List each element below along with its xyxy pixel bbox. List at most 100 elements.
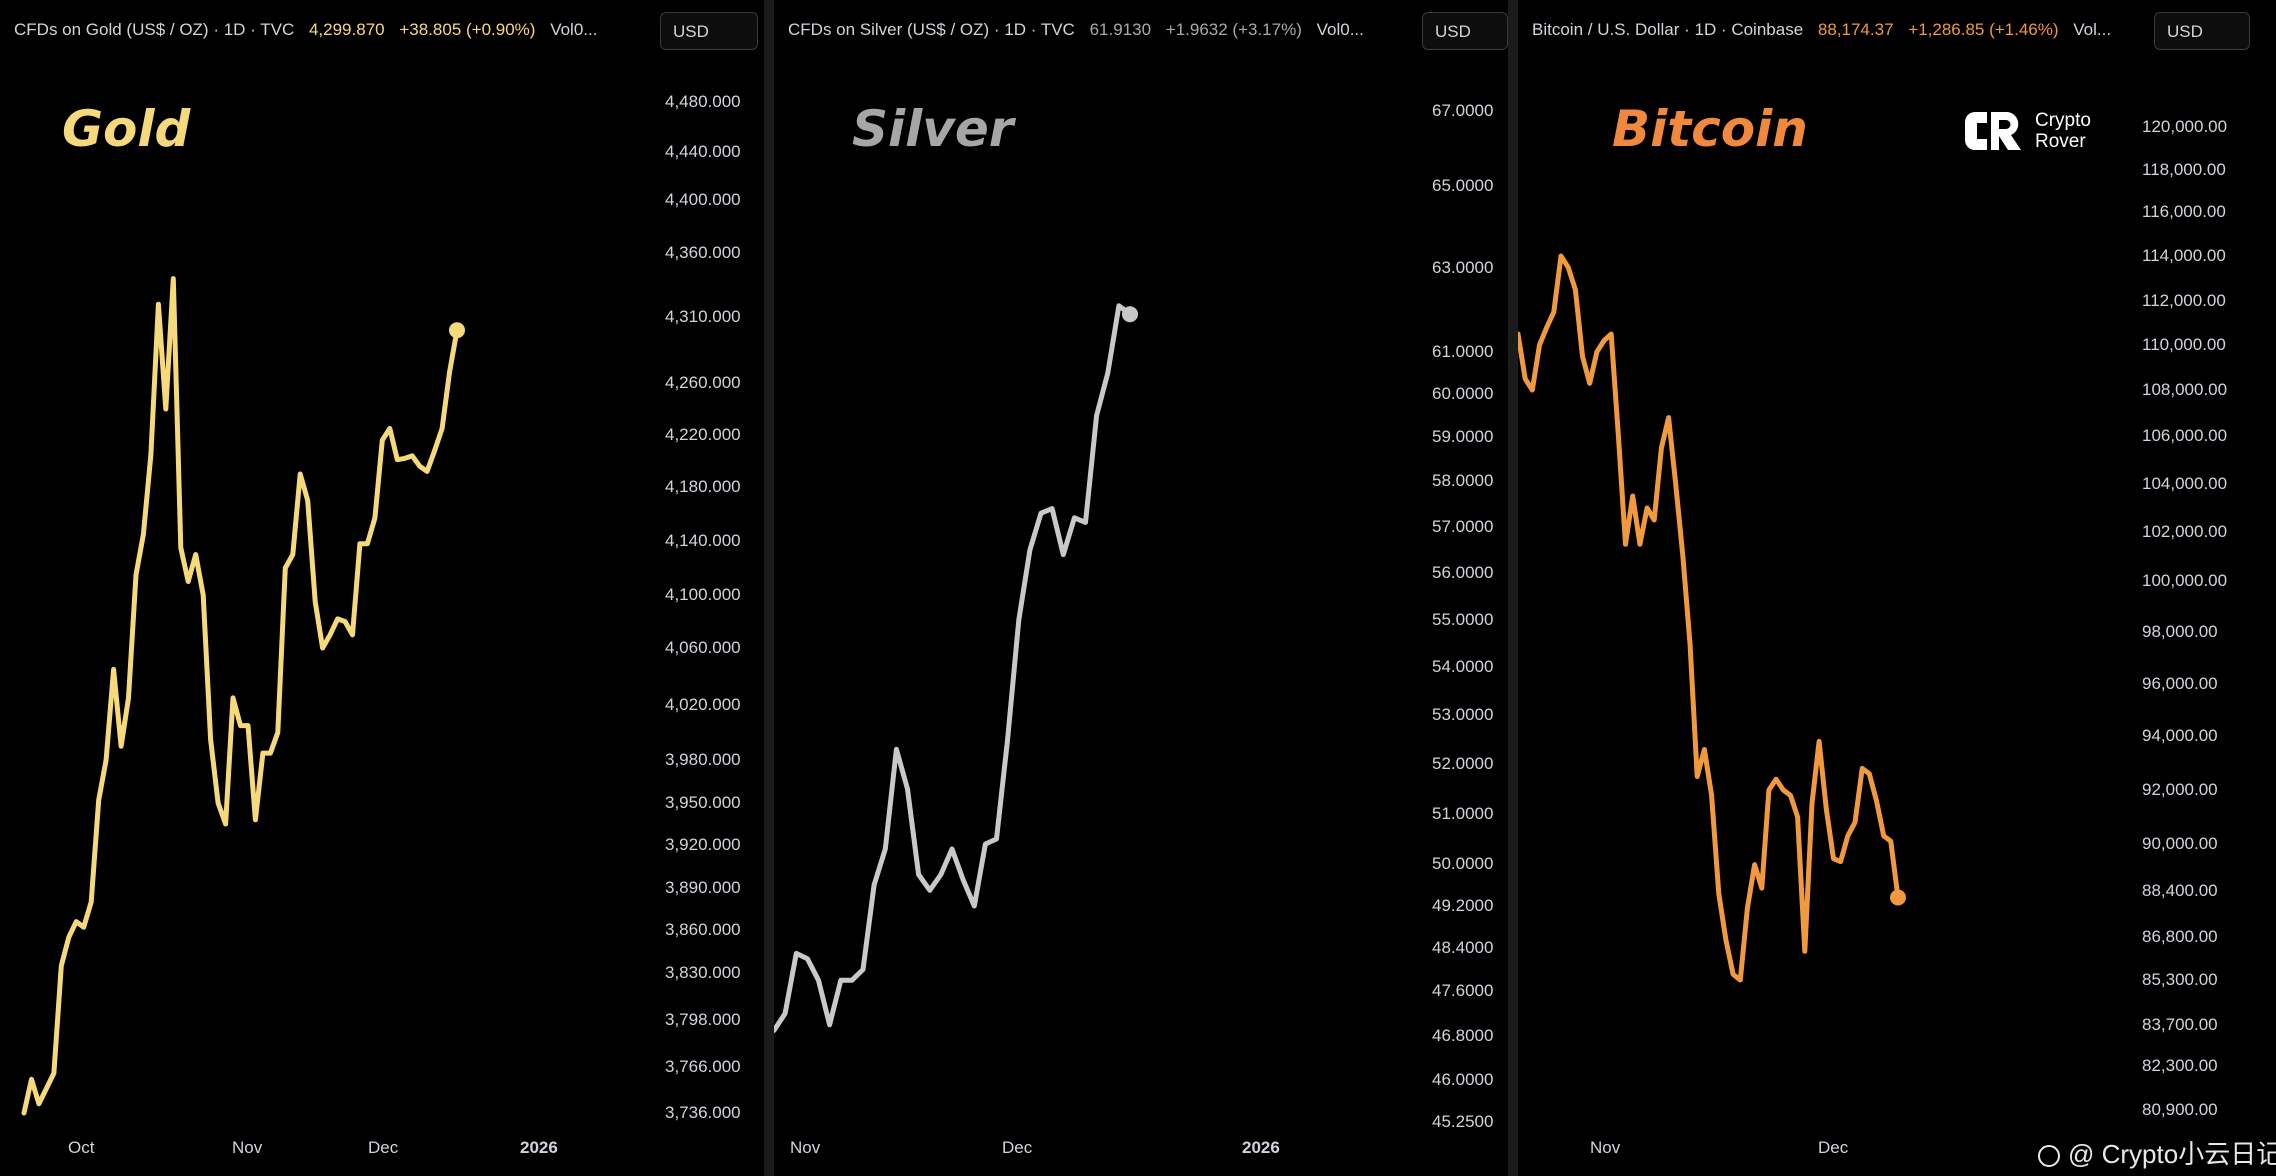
- gold-y-tick-label: 4,260.000: [665, 373, 741, 392]
- silver-currency-button[interactable]: USD: [1422, 12, 1508, 50]
- silver-y-tick-label: 54.0000: [1432, 657, 1494, 676]
- gold-x-tick-label: Dec: [368, 1138, 399, 1157]
- gold-y-tick-label: 4,440.000: [665, 142, 741, 161]
- watermark: @ Crypto小云日记: [2038, 1134, 2276, 1171]
- bitcoin-y-tick-label: 98,000.00: [2142, 622, 2218, 641]
- gold-y-tick-label: 3,736.000: [665, 1103, 741, 1122]
- silver-y-tick-label: 48.4000: [1432, 938, 1494, 957]
- silver-y-tick-label: 59.0000: [1432, 427, 1494, 446]
- silver-header-title: CFDs on Silver (US$ / OZ) · 1D · TVC: [788, 20, 1075, 39]
- bitcoin-panel: Bitcoin / U.S. Dollar · 1D · Coinbase 88…: [1518, 0, 2276, 1176]
- bitcoin-y-tick-label: 90,000.00: [2142, 834, 2218, 853]
- bitcoin-header-value: 88,174.37: [1817, 20, 1894, 39]
- silver-y-tick-label: 65.0000: [1432, 176, 1494, 195]
- bitcoin-big-label: Bitcoin: [1612, 100, 1808, 158]
- gold-y-tick-label: 3,860.000: [665, 920, 741, 939]
- silver-y-tick-label: 53.0000: [1432, 705, 1494, 724]
- silver-x-tick-label: Nov: [790, 1138, 821, 1157]
- bitcoin-y-tick-label: 112,000.00: [2142, 291, 2226, 310]
- watermark-logo-icon: [2038, 1145, 2060, 1168]
- bitcoin-y-tick-label: 96,000.00: [2142, 674, 2218, 693]
- bitcoin-last-price-dot: [1890, 889, 1906, 906]
- bitcoin-x-tick-label: Dec: [1818, 1138, 1849, 1157]
- gold-y-tick-label: 3,798.000: [665, 1010, 741, 1029]
- silver-y-tick-label: 55.0000: [1432, 610, 1494, 629]
- gold-y-tick-label: 4,480.000: [665, 92, 741, 111]
- gold-header: CFDs on Gold (US$ / OZ) · 1D · TVC 4,299…: [14, 20, 597, 40]
- silver-y-tick-label: 46.8000: [1432, 1026, 1494, 1045]
- crypto-rover-logo-text: Crypto Rover: [2035, 110, 2091, 152]
- gold-y-tick-label: 3,766.000: [665, 1057, 741, 1076]
- bitcoin-header-vol: Vol...: [2073, 20, 2112, 39]
- gold-last-price-dot: [449, 322, 465, 339]
- silver-y-tick-label: 61.0000: [1432, 342, 1494, 361]
- gold-line-chart: [21, 276, 465, 1116]
- silver-y-tick-label: 57.0000: [1432, 517, 1494, 536]
- bitcoin-y-tick-label: 102,000.00: [2142, 522, 2228, 541]
- silver-y-tick-label: 47.6000: [1432, 981, 1494, 1000]
- silver-y-tick-label: 60.0000: [1432, 384, 1494, 403]
- silver-header-value: 61.9130: [1089, 20, 1152, 39]
- gold-y-tick-label: 4,220.000: [665, 425, 741, 444]
- gold-y-tick-label: 3,920.000: [665, 835, 741, 854]
- silver-series-line: [774, 303, 1133, 1033]
- bitcoin-y-tick-label: 86,800.00: [2142, 927, 2218, 946]
- gold-header-title: CFDs on Gold (US$ / OZ) · 1D · TVC: [14, 20, 295, 39]
- bitcoin-y-tick-label: 94,000.00: [2142, 726, 2218, 745]
- silver-last-price-dot: [1122, 306, 1138, 323]
- gold-y-tick-label: 3,950.000: [665, 793, 741, 812]
- silver-y-tick-label: 49.2000: [1432, 896, 1494, 915]
- bitcoin-y-tick-label: 104,000.00: [2142, 474, 2228, 493]
- bitcoin-header: Bitcoin / U.S. Dollar · 1D · Coinbase 88…: [1532, 20, 2111, 40]
- bitcoin-header-title: Bitcoin / U.S. Dollar · 1D · Coinbase: [1532, 20, 1804, 39]
- bitcoin-y-tick-label: 118,000.00: [2142, 160, 2226, 179]
- bitcoin-y-tick-label: 114,000.00: [2142, 246, 2226, 265]
- gold-y-tick-label: 4,310.000: [665, 307, 741, 326]
- gold-x-tick-label: Nov: [232, 1138, 263, 1157]
- bitcoin-y-tick-label: 106,000.00: [2142, 426, 2228, 445]
- bitcoin-y-tick-label: 108,000.00: [2142, 380, 2228, 399]
- gold-header-change: +38.805 (+0.90%): [399, 20, 536, 39]
- bitcoin-y-tick-label: 85,300.00: [2142, 970, 2218, 989]
- silver-y-tick-label: 58.0000: [1432, 471, 1494, 490]
- bitcoin-series-line: [1518, 253, 1901, 983]
- silver-panel: CFDs on Silver (US$ / OZ) · 1D · TVC 61.…: [774, 0, 1534, 1176]
- gold-y-tick-label: 4,140.000: [665, 531, 741, 550]
- silver-big-label: Silver: [852, 100, 1014, 158]
- crypto-rover-logo: Crypto Rover: [1963, 108, 2091, 154]
- panel-divider: [1508, 0, 1518, 1176]
- crypto-rover-logo-icon: [1965, 112, 2021, 150]
- gold-x-tick-label: 2026: [520, 1138, 558, 1157]
- gold-header-vol: Vol0...: [550, 20, 598, 39]
- gold-big-label: Gold: [62, 100, 191, 158]
- panel-divider: [764, 0, 774, 1176]
- gold-y-tick-label: 4,060.000: [665, 638, 741, 657]
- bitcoin-currency-button[interactable]: USD: [2154, 12, 2250, 50]
- bitcoin-y-tick-label: 83,700.00: [2142, 1015, 2218, 1034]
- logo-line-2: Rover: [2035, 131, 2086, 152]
- silver-y-tick-label: 63.0000: [1432, 258, 1494, 277]
- silver-header-change: +1.9632 (+3.17%): [1165, 20, 1302, 39]
- gold-y-tick-label: 3,980.000: [665, 750, 741, 769]
- gold-y-tick-label: 4,100.000: [665, 585, 741, 604]
- silver-y-tick-label: 50.0000: [1432, 854, 1494, 873]
- silver-x-tick-label: 2026: [1242, 1138, 1280, 1157]
- bitcoin-y-tick-label: 120,000.00: [2142, 117, 2228, 136]
- gold-x-tick-label: Oct: [68, 1138, 95, 1157]
- silver-y-tick-label: 56.0000: [1432, 563, 1494, 582]
- bitcoin-y-tick-label: 82,300.00: [2142, 1056, 2218, 1075]
- bitcoin-x-tick-label: Nov: [1590, 1138, 1621, 1157]
- bitcoin-y-tick-label: 110,000.00: [2142, 335, 2226, 354]
- gold-y-tick-label: 4,400.000: [665, 190, 741, 209]
- silver-header: CFDs on Silver (US$ / OZ) · 1D · TVC 61.…: [788, 20, 1364, 40]
- logo-line-1: Crypto: [2035, 110, 2091, 131]
- gold-series-line: [21, 276, 460, 1116]
- silver-y-tick-label: 45.2500: [1432, 1112, 1494, 1131]
- gold-y-tick-label: 3,890.000: [665, 878, 741, 897]
- silver-header-vol: Vol0...: [1316, 20, 1364, 39]
- gold-currency-button[interactable]: USD: [660, 12, 758, 50]
- gold-y-tick-label: 3,830.000: [665, 963, 741, 982]
- silver-y-tick-label: 67.0000: [1432, 101, 1494, 120]
- gold-y-tick-label: 4,360.000: [665, 243, 741, 262]
- bitcoin-y-tick-label: 80,900.00: [2142, 1100, 2218, 1119]
